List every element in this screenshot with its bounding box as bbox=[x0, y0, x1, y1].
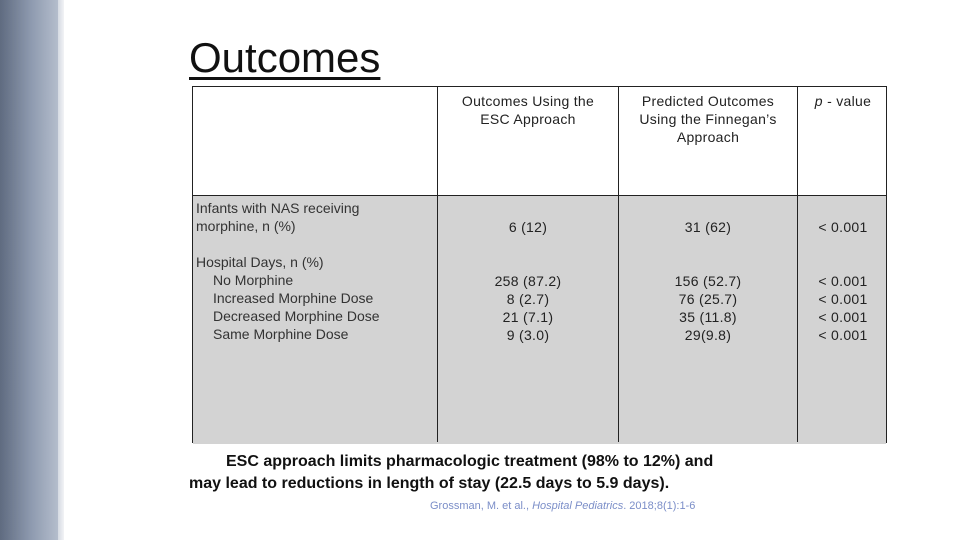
row1-p-value: < 0.001 bbox=[818, 219, 868, 235]
summary-text: ESC approach limits pharmacologic treatm… bbox=[189, 453, 714, 492]
header-row-background bbox=[193, 87, 886, 195]
row2-label: Hospital Days, n (%) No Morphine Increas… bbox=[196, 254, 380, 342]
row1-label: Infants with NAS receiving morphine, n (… bbox=[196, 200, 360, 234]
header-finnegan: Predicted Outcomes Using the Finnegan’s … bbox=[639, 93, 777, 145]
row1-finnegan: 31 (62) bbox=[684, 219, 732, 235]
col-divider-1 bbox=[437, 87, 438, 442]
header-divider bbox=[193, 195, 886, 196]
header-p-value: p - value bbox=[814, 93, 872, 109]
body-background bbox=[193, 195, 886, 444]
row2-finnegan: 156 (52.7) 76 (25.7) 35 (11.8) 29(9.8) bbox=[674, 273, 742, 343]
col-divider-3 bbox=[797, 87, 798, 442]
col-divider-2 bbox=[618, 87, 619, 442]
left-decorative-band bbox=[0, 0, 58, 540]
citation: Grossman, M. et al., Hospital Pediatrics… bbox=[430, 500, 696, 512]
row1-esc: 6 (12) bbox=[508, 219, 548, 235]
row2-esc: 258 (87.2) 8 (2.7) 21 (7.1) 9 (3.0) bbox=[494, 273, 562, 343]
outcomes-table: Outcomes Using the ESC Approach Predicte… bbox=[192, 86, 887, 444]
left-band-edge bbox=[58, 0, 64, 540]
row2-p-values: < 0.001 < 0.001 < 0.001 < 0.001 bbox=[818, 273, 868, 343]
slide-title: Outcomes bbox=[189, 34, 381, 81]
header-esc: Outcomes Using the ESC Approach bbox=[461, 93, 595, 127]
